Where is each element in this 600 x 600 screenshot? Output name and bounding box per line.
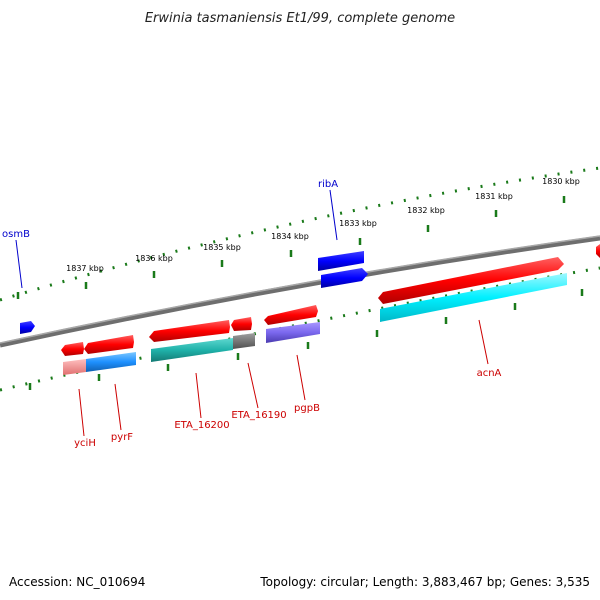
accession-text: Accession: NC_010694 [9,575,145,589]
gene-pgpB-feature[interactable] [266,322,320,343]
genome-summary-text: Topology: circular; Length: 3,883,467 bp… [259,575,590,589]
gene-ribA[interactable] [318,251,364,271]
gene-label-pgpB: pgpB [294,403,320,414]
tick-label: 1833 kbp [339,219,377,228]
gene-label-acnA: acnA [477,368,502,379]
tick-label: 1830 kbp [542,177,580,186]
gene-acnA[interactable] [378,257,564,304]
tick-label: 1837 kbp [66,264,104,273]
genome-backbone [0,235,600,348]
tick-label: 1834 kbp [271,232,309,241]
gene-label-yciH: yciH [74,438,96,449]
gene-edge[interactable] [596,244,600,258]
gene-label-pyrF: pyrF [111,432,133,443]
gene-label-ribA: ribA [318,179,338,190]
inner-major-ticks [28,289,584,390]
gene-label-ETA_16200: ETA_16200 [174,420,229,431]
gene-ETA_16200[interactable] [149,320,230,342]
gene-yciH[interactable] [61,342,84,356]
gene-pyrF[interactable] [84,335,134,354]
gene-ETA_16190[interactable] [231,317,252,331]
gene-acnA-feature[interactable] [380,273,567,322]
label-leaders [15,189,489,437]
outer-major-ticks [16,196,566,299]
gene-ETA_16190-feature[interactable] [233,333,255,349]
gene-ETA_16200-feature[interactable] [151,338,233,362]
gene-pgpB[interactable] [264,305,318,325]
gene-label-ETA_16190: ETA_16190 [231,410,286,421]
tick-label: 1836 kbp [135,254,173,263]
gene-label-osmB: osmB [2,229,30,240]
tick-label: 1832 kbp [407,206,445,215]
gene-labels: osmB ribA yciH pyrF ETA_16200 ETA_16190 … [2,179,502,449]
genome-backbone-highlight [0,235,600,344]
gene-yciH-feature[interactable] [63,359,86,375]
gene-osmB[interactable] [20,321,35,334]
map-title: Erwinia tasmaniensis Et1/99, complete ge… [145,11,455,26]
tick-label: 1835 kbp [203,243,241,252]
gene-pyrF-feature[interactable] [86,352,136,372]
tick-labels: 1837 kbp 1836 kbp 1835 kbp 1834 kbp 1833… [66,177,580,273]
gene-ribA-feature[interactable] [321,268,368,288]
tick-label: 1831 kbp [475,192,513,201]
